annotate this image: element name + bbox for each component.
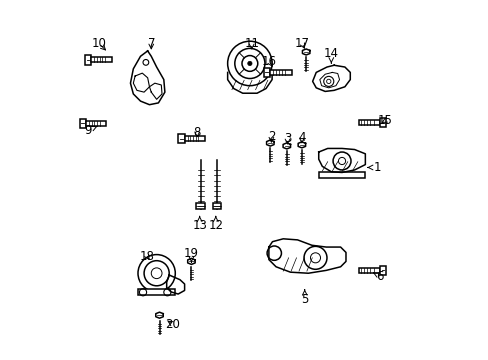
Text: 19: 19 (183, 247, 199, 262)
Bar (359, 268, 379, 273)
Text: 4: 4 (298, 131, 305, 144)
Text: 13: 13 (192, 216, 207, 233)
Text: 9: 9 (84, 124, 97, 137)
Polygon shape (302, 49, 309, 55)
Polygon shape (268, 239, 346, 273)
Text: 17: 17 (294, 36, 309, 50)
Bar (379, 266, 386, 275)
Text: 1: 1 (367, 161, 380, 174)
Bar (91, 57, 112, 62)
Bar (86, 121, 106, 126)
Bar (80, 119, 86, 128)
Text: 6: 6 (373, 270, 383, 283)
Polygon shape (166, 275, 184, 294)
Bar (318, 172, 365, 178)
Text: 20: 20 (165, 318, 180, 331)
Text: 3: 3 (283, 132, 291, 145)
Text: 12: 12 (208, 216, 223, 233)
Bar (212, 203, 221, 209)
Text: 8: 8 (193, 126, 201, 139)
Polygon shape (156, 312, 163, 318)
Polygon shape (266, 140, 273, 146)
Circle shape (247, 61, 251, 66)
Text: 16: 16 (262, 55, 277, 68)
Bar (379, 118, 386, 127)
Text: 7: 7 (147, 37, 155, 50)
Bar (269, 70, 292, 75)
Text: 14: 14 (323, 47, 338, 63)
Text: 11: 11 (244, 37, 259, 50)
Text: 18: 18 (139, 249, 154, 262)
Bar (359, 120, 379, 125)
Text: 15: 15 (377, 114, 392, 127)
Text: 10: 10 (92, 37, 106, 50)
Text: 5: 5 (301, 290, 308, 306)
Bar (85, 55, 91, 64)
Text: 2: 2 (267, 130, 275, 144)
Bar (184, 136, 204, 141)
Polygon shape (187, 258, 195, 264)
Bar (196, 203, 204, 209)
Bar (263, 68, 269, 77)
Polygon shape (283, 143, 290, 149)
Polygon shape (298, 142, 305, 148)
Bar (138, 289, 175, 296)
Bar (178, 134, 184, 143)
Polygon shape (318, 148, 365, 172)
